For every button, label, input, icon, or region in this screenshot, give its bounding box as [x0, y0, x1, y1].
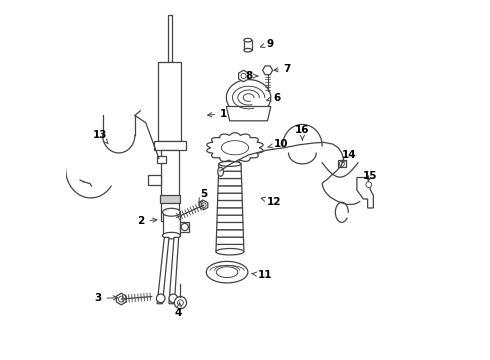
Ellipse shape	[163, 208, 180, 216]
Polygon shape	[217, 215, 243, 222]
Text: 11: 11	[252, 270, 272, 280]
Polygon shape	[180, 222, 190, 232]
Polygon shape	[157, 156, 166, 163]
Polygon shape	[218, 186, 242, 193]
Text: 13: 13	[93, 130, 108, 143]
Polygon shape	[216, 244, 244, 252]
Text: 15: 15	[363, 171, 378, 181]
Polygon shape	[226, 107, 271, 121]
Text: 14: 14	[342, 150, 356, 163]
Circle shape	[339, 161, 344, 166]
Text: 1: 1	[208, 109, 227, 119]
Polygon shape	[163, 212, 180, 235]
Polygon shape	[207, 133, 263, 163]
Ellipse shape	[163, 232, 180, 239]
Polygon shape	[200, 201, 208, 210]
Polygon shape	[217, 208, 243, 215]
Polygon shape	[158, 62, 181, 140]
Polygon shape	[206, 261, 248, 283]
Polygon shape	[239, 70, 248, 82]
Polygon shape	[244, 40, 252, 50]
Circle shape	[177, 300, 183, 306]
Text: 10: 10	[268, 139, 288, 149]
Polygon shape	[168, 15, 172, 62]
Polygon shape	[169, 237, 179, 304]
Circle shape	[174, 297, 187, 309]
Ellipse shape	[216, 248, 244, 255]
Text: 3: 3	[95, 293, 118, 303]
Text: 7: 7	[274, 64, 291, 74]
Polygon shape	[217, 230, 244, 237]
Polygon shape	[216, 237, 244, 244]
Polygon shape	[157, 237, 169, 304]
Polygon shape	[217, 222, 243, 230]
Polygon shape	[153, 140, 186, 149]
Text: 8: 8	[245, 71, 258, 81]
Polygon shape	[218, 179, 242, 186]
Circle shape	[119, 296, 124, 302]
Text: 4: 4	[175, 302, 182, 318]
Ellipse shape	[244, 39, 252, 42]
Circle shape	[366, 182, 371, 188]
Polygon shape	[116, 293, 126, 305]
Text: 6: 6	[267, 93, 281, 103]
Polygon shape	[218, 201, 243, 208]
Ellipse shape	[218, 167, 223, 176]
Polygon shape	[219, 171, 242, 179]
Polygon shape	[148, 175, 161, 185]
Polygon shape	[221, 141, 248, 155]
Ellipse shape	[219, 161, 241, 166]
Text: 5: 5	[199, 189, 207, 203]
Polygon shape	[160, 195, 180, 203]
Circle shape	[169, 294, 177, 303]
Polygon shape	[218, 193, 242, 201]
Polygon shape	[219, 164, 241, 171]
Ellipse shape	[244, 48, 252, 52]
Circle shape	[156, 294, 165, 303]
Polygon shape	[226, 80, 271, 116]
Polygon shape	[216, 267, 238, 278]
Text: 12: 12	[261, 197, 282, 207]
Text: 16: 16	[295, 125, 310, 140]
Polygon shape	[161, 149, 179, 221]
Text: 9: 9	[260, 39, 274, 49]
Text: 2: 2	[137, 216, 157, 226]
Circle shape	[201, 203, 206, 207]
Polygon shape	[357, 177, 373, 208]
Circle shape	[241, 73, 246, 78]
Polygon shape	[263, 66, 272, 75]
Circle shape	[181, 224, 188, 230]
Polygon shape	[338, 160, 346, 167]
